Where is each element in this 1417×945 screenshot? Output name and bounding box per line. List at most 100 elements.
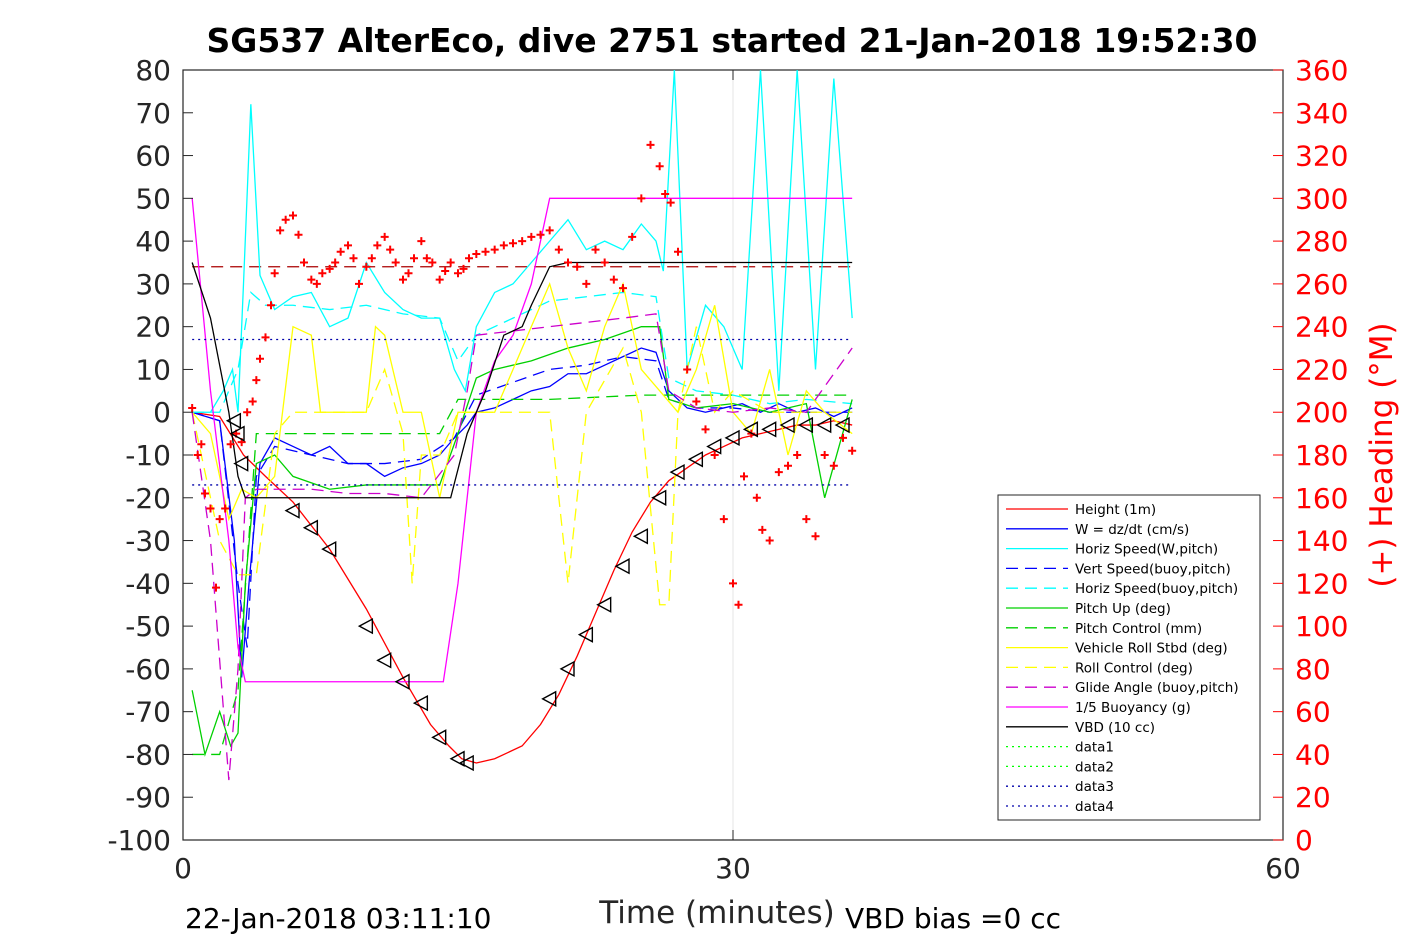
x-tick-label: 30 (715, 852, 751, 885)
profile-marker (706, 438, 722, 455)
legend-label: Horiz Speed(buoy,pitch) (1075, 581, 1238, 597)
y-tick-label: 70 (135, 97, 171, 130)
profile-marker (284, 502, 300, 519)
heading-point (307, 275, 316, 284)
profile-marker (632, 528, 649, 545)
heading-point (391, 258, 400, 267)
heading-point (564, 258, 572, 267)
heading-point (212, 583, 220, 592)
profile-marker (596, 596, 612, 613)
y-tick-label: -40 (125, 567, 171, 600)
series-line (191, 281, 853, 522)
x-axis-label: Time (minutes) (598, 895, 834, 931)
profile-marker (376, 652, 392, 669)
heading-point (294, 230, 303, 239)
heading-point (221, 504, 230, 513)
y-axis-right-ticks: 0 20 40 60 80 100 120 140 160 180 200 220 240 260 280 3… (1273, 54, 1348, 857)
y-right-tick-label: 220 (1295, 353, 1348, 386)
profile-marker (431, 729, 447, 746)
heading-point (674, 247, 682, 256)
legend-label: W = dz/dt (cm/s) (1075, 522, 1189, 538)
profile-marker (761, 421, 777, 438)
y-tick-label: 40 (135, 225, 171, 258)
y-axis-left-ticks: -100-90-80-70-60-50-40-30-20-10010203040… (107, 54, 193, 857)
heading-point (318, 269, 327, 278)
series-layer (191, 69, 853, 781)
heading-point (582, 279, 591, 288)
y-tick-label: 30 (135, 268, 171, 301)
series-line (191, 355, 853, 648)
heading-point (289, 211, 297, 220)
heading-point (701, 425, 710, 434)
y-axis-right-label: (+) Heading (°M) (1364, 322, 1400, 587)
heading-point (472, 249, 481, 258)
heading-point (404, 269, 413, 278)
heading-point (206, 504, 215, 513)
heading-point (226, 440, 235, 449)
profile-marker (651, 489, 667, 506)
legend-label: data3 (1075, 779, 1114, 795)
heading-point (459, 264, 468, 273)
heading-point (829, 461, 838, 470)
series-line (191, 326, 853, 757)
heading-point (252, 376, 261, 385)
heading-point (362, 262, 371, 271)
legend-label: Pitch Up (deg) (1075, 601, 1171, 617)
profile-marker (669, 463, 685, 481)
legend: Height (1m) W = dz/dt (cm/s) Horiz Speed(W… (997, 494, 1261, 821)
heading-point (399, 275, 407, 284)
x-axis-ticks: 0 30 60 (174, 70, 1301, 885)
profile-marker (233, 455, 249, 472)
y-right-tick-label: 120 (1295, 567, 1348, 600)
heading-point (441, 267, 450, 276)
heading-point (267, 301, 275, 310)
heading-point (446, 258, 455, 267)
heading-point (774, 468, 783, 477)
heading-point (422, 254, 431, 263)
heading-point (710, 451, 719, 459)
profile-marker (834, 416, 850, 434)
heading-point (839, 433, 847, 442)
heading-point (300, 258, 308, 267)
y-tick-label: 60 (135, 140, 171, 173)
profile-marker (321, 540, 337, 558)
heading-point (683, 365, 692, 374)
chart-title: SG537 AlterEco, dive 2751 started 21-Jan… (206, 21, 1257, 60)
profile-marker (559, 660, 575, 678)
y-tick-label: -10 (125, 439, 171, 472)
heading-point (600, 258, 609, 267)
y-right-tick-label: 180 (1295, 439, 1348, 472)
heading-point (784, 461, 792, 470)
profile-marker (687, 451, 704, 468)
heading-point (349, 254, 358, 263)
heading-point (793, 451, 802, 459)
heading-point (428, 258, 437, 267)
profile-marker (225, 412, 242, 429)
heading-point (740, 472, 748, 481)
heading-point (256, 354, 264, 363)
y-tick-label: -100 (107, 824, 171, 857)
heading-point (197, 440, 206, 449)
heading-point (518, 237, 527, 246)
heading-point (417, 237, 426, 246)
y-right-tick-label: 300 (1295, 182, 1348, 215)
y-tick-label: 0 (153, 396, 171, 429)
heading-point (312, 279, 321, 288)
heading-point (243, 408, 252, 417)
heading-point (270, 269, 279, 278)
heading-point (661, 190, 670, 199)
legend-label: Height (1m) (1075, 502, 1156, 518)
profile-marker (816, 416, 832, 434)
legend-label: data4 (1075, 799, 1114, 815)
heading-point (609, 275, 618, 284)
y-tick-label: -50 (125, 610, 171, 643)
heading-points-layer (188, 140, 857, 609)
profile-marker (779, 416, 795, 434)
series-line (191, 197, 853, 683)
heading-point (281, 215, 290, 224)
y-tick-label: 10 (135, 353, 171, 386)
heading-point (628, 232, 637, 241)
y-tick-label: -80 (125, 738, 171, 771)
x-tick-label: 0 (174, 852, 192, 885)
